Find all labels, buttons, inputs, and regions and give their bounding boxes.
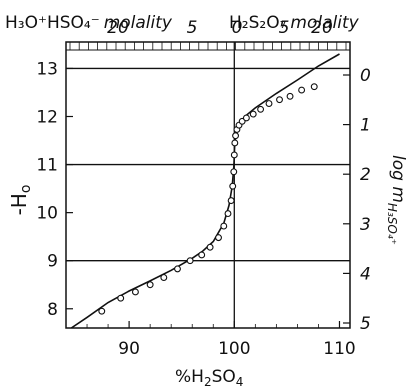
- y-tick-label-left: 10: [36, 204, 58, 224]
- y-tick-label-right: 3: [360, 215, 371, 235]
- data-point: [98, 307, 106, 315]
- x-axis-label: %H2SO4: [175, 367, 243, 388]
- top-tick-label: 5: [279, 18, 290, 38]
- data-point: [286, 92, 294, 100]
- data-point: [232, 132, 240, 140]
- data-point: [224, 210, 232, 218]
- y-tick-label-right: 4: [360, 264, 371, 284]
- y-tick-label-right: 1: [360, 116, 371, 136]
- data-point: [198, 251, 206, 259]
- y-tick-label-right: 2: [360, 165, 371, 185]
- x-tick-label: 100: [218, 339, 250, 359]
- data-point: [231, 139, 239, 147]
- x-tick-label: 110: [323, 339, 355, 359]
- top-tick-label: 5: [187, 18, 198, 38]
- top-tick-label: 0: [232, 18, 243, 38]
- y-tick-label-left: 11: [36, 156, 58, 176]
- data-point: [249, 110, 257, 118]
- y-tick-label-left: 13: [36, 59, 58, 79]
- data-point: [242, 114, 250, 122]
- data-point: [230, 168, 238, 176]
- data-point: [174, 265, 181, 273]
- y-tick-label-left: 9: [47, 252, 58, 272]
- data-point: [131, 288, 139, 296]
- data-point: [117, 294, 125, 302]
- x-tick-label: 90: [118, 339, 140, 359]
- data-point: [257, 105, 265, 113]
- top-tick-label: 20: [311, 18, 333, 38]
- plot-frame: [65, 41, 351, 329]
- y-tick-label-right: 0: [360, 66, 371, 86]
- y-axis-label-left: -Ho: [7, 185, 34, 216]
- data-point: [230, 151, 238, 159]
- data-point: [220, 222, 228, 230]
- data-point: [265, 100, 273, 107]
- data-point: [227, 197, 235, 205]
- top-label-left: H₃O⁺HSO₄⁻ molality: [5, 13, 173, 33]
- data-point: [276, 96, 283, 104]
- data-point: [310, 83, 318, 91]
- y-tick-label-right: 5: [360, 314, 371, 334]
- y-tick-label-left: 12: [36, 108, 58, 128]
- data-point: [298, 86, 306, 94]
- data-point: [229, 182, 237, 190]
- fitted-curve: [70, 53, 340, 329]
- data-point: [215, 234, 222, 242]
- data-point: [146, 281, 154, 289]
- y-axis-label-right: log mH₃SO₄⁺: [385, 155, 408, 245]
- data-point: [206, 243, 214, 251]
- top-tick-label: 20: [107, 18, 129, 38]
- data-point: [160, 274, 168, 281]
- y-tick-label-left: 8: [47, 300, 58, 320]
- data-point: [186, 257, 194, 265]
- top-label-right: H₂S₂O₇ molality: [229, 13, 360, 33]
